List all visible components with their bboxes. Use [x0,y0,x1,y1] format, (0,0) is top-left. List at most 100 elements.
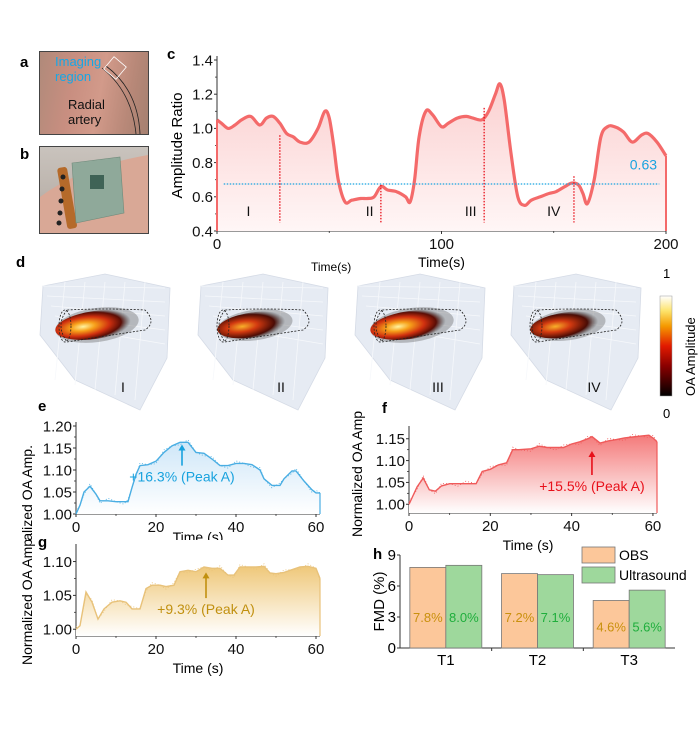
series-line [215,82,668,207]
vessel-signal [55,310,135,340]
y-tick-label: 1.2 [192,86,213,103]
bar-ultrasound-t1 [445,564,483,649]
legend-label: Ultrasound [619,567,687,583]
grid-line [521,305,637,317]
volume-box [197,273,329,411]
bar-value-label: 7.1% [541,610,571,625]
y-tick-label: 0.8 [192,155,213,172]
imaging-region-label: Imaging [55,54,101,69]
vessel-signal [530,311,602,339]
vessel-cross-section [58,309,72,343]
y-tick-label: 1.05 [376,475,405,492]
y-tick-label: 1.0 [192,121,213,138]
bar-value-label: 7.2% [505,610,535,625]
x-axis-title: Time (s) [503,537,554,553]
x-tick-label: 100 [429,236,454,253]
peak-annotation: +16.3% (Peak A) [129,469,234,485]
raw-data-points [408,434,658,503]
y-tick-label: 1.10 [376,453,405,470]
threshold-label: 0.63 [630,156,657,172]
phase-label: I [246,203,250,219]
x-axis-title: Time (s) [173,660,224,676]
sensor-patch [71,156,125,224]
y-tick-label: 1.4 [192,52,213,69]
x-axis-title: Time (s) [173,529,224,540]
wrist-photo-imaging-region: Imaging region Radial artery [39,51,149,135]
grid-line [272,281,284,396]
x-tick-label: T1 [437,652,455,669]
grid-line [361,295,481,303]
y-tick-label: 1.00 [43,621,72,638]
chart-f-red: 1.00 1.05 1.10 1.15 0 20 40 60 +15.5% (Peak A) Ti… [349,410,661,553]
vessel-contour [375,308,467,343]
artery-overlay: Imaging region Radial artery [55,54,141,134]
y-axis-title: FMD (%) [371,572,388,632]
volume-rendering-1: I [39,273,171,411]
series-line [408,434,658,505]
x-tick-label: 200 [653,236,678,253]
connector-pins [56,174,66,226]
chart-e-blue: 1.00 1.05 1.10 1.15 1.20 0 20 40 60 +16.3% (Peak … [19,418,324,540]
vessel-cross-section [216,309,230,343]
y-tick-label: 1.05 [43,588,72,605]
y-axis-title: Amplitude Ratio [169,93,186,199]
y-tick-label: 1.10 [43,554,72,571]
colorbar-max-label: 1 [663,266,670,281]
x-tick-label: 20 [148,519,165,536]
artery-line [101,67,137,134]
volume-label: I [121,379,125,395]
y-tick-label: 6 [388,578,396,595]
volume-label: IV [587,379,601,395]
x-tick-label: 40 [563,518,580,535]
y-tick-label: 1.15 [376,431,405,448]
transducer-array [90,175,104,189]
area-fill [409,435,657,513]
panel-letter-g: g [38,534,48,551]
x-tick-label: T3 [620,652,638,669]
x-tick-label: 20 [482,518,499,535]
y-tick-label: 1.00 [376,497,405,514]
radial-artery-label: Radial [68,97,105,112]
imaging-region-box [103,56,127,80]
x-tick-label: T2 [529,652,547,669]
y-tick-label: 3 [388,609,396,626]
stray-time-label: Time(s) [311,260,351,274]
panel-letter-b: b [20,146,30,163]
y-tick-label: 0.4 [192,223,213,240]
colorbar [659,295,673,397]
series-line [75,441,320,515]
panel-letter-e: e [38,398,47,415]
legend-swatch-obs [581,546,616,564]
device-drawing [40,155,148,233]
x-tick-label: 40 [228,519,245,536]
y-tick-label: 1.20 [43,418,72,435]
grid-line [114,281,126,396]
area-fill [76,442,320,514]
chart-g-gold: 1.00 1.05 1.10 0 20 40 60 +9.3% (Peak A) Time (s… [19,540,325,676]
colorbar-title: OA Amplitude [683,317,698,396]
vessel-contour [60,308,152,343]
panel-letter-f: f [382,400,387,417]
grid-line [605,281,617,401]
vessel-contour [531,308,623,343]
x-axis-title: Time(s) [418,254,465,270]
volume-box [39,273,171,411]
phase-label: III [465,203,477,219]
peak-arrow-head [588,450,596,457]
grid-line [449,281,461,401]
grid-line [429,281,441,396]
x-tick-label: 0 [405,518,413,535]
panel-letter-h: h [373,546,383,563]
x-tick-label: 60 [308,641,325,658]
bar-ultrasound-t2 [537,574,574,649]
bar-value-label: 5.6% [632,619,662,634]
phase-label: II [366,203,374,219]
bar-value-label: 4.6% [596,619,626,634]
volume-label: III [432,379,444,395]
bar-ultrasound-t3 [628,589,666,649]
radial-artery-label: artery [68,112,102,127]
wearable-device-photo [39,146,149,234]
vessel-cross-section [373,309,387,343]
phase-label: IV [547,203,561,219]
